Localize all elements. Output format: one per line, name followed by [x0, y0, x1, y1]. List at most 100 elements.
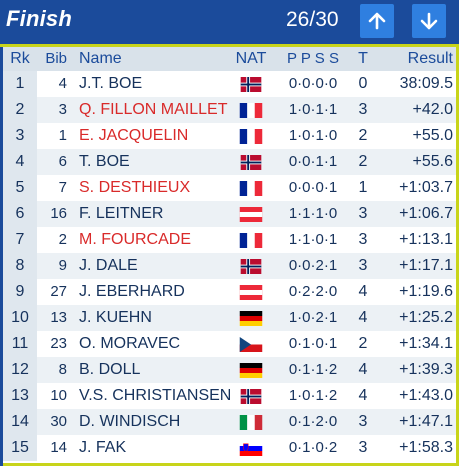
- nation-flag-icon: [233, 435, 269, 461]
- shooting-cell: 0·0·2·1: [288, 257, 338, 274]
- athlete-name-cell: S. DESTHIEUX: [79, 179, 191, 196]
- result-cell: +42.0: [412, 101, 453, 118]
- nation-flag-icon: [233, 123, 269, 149]
- nation-flag-icon: [233, 201, 269, 227]
- bib-cell: 30: [50, 413, 67, 430]
- rank-cell: 5: [3, 175, 37, 201]
- nation-flag-icon: [233, 409, 269, 435]
- shooting-cell: 0·1·0·2: [288, 439, 338, 456]
- rank-cell: 1: [3, 71, 37, 97]
- penalty-total-cell: 4: [358, 309, 368, 326]
- nation-flag-icon: [233, 71, 269, 97]
- scroll-up-button[interactable]: [360, 4, 394, 38]
- result-cell: +55.0: [412, 127, 453, 144]
- bib-cell: 10: [50, 387, 67, 404]
- shooting-cell: 0·1·1·2: [288, 361, 338, 378]
- nation-flag-icon: [233, 97, 269, 123]
- result-cell: +1:39.3: [399, 361, 453, 378]
- bib-cell: 14: [50, 439, 67, 456]
- bib-cell: 8: [58, 361, 67, 378]
- penalty-total-cell: 2: [358, 127, 368, 144]
- athlete-name-cell: F. LEITNER: [79, 205, 164, 222]
- athlete-name-cell: E. JACQUELIN: [79, 127, 189, 144]
- rank-cell: 14: [3, 409, 37, 435]
- col-t-header: T: [358, 50, 368, 67]
- bib-cell: 23: [50, 335, 67, 352]
- shooting-cell: 1·0·2·1: [288, 309, 338, 326]
- rank-cell: 12: [3, 357, 37, 383]
- rank-cell: 4: [3, 149, 37, 175]
- penalty-total-cell: 3: [358, 439, 368, 456]
- scroll-down-button[interactable]: [412, 4, 446, 38]
- page-counter: 26/30: [286, 8, 339, 31]
- penalty-total-cell: 1: [358, 179, 368, 196]
- result-cell: +1:03.7: [399, 179, 453, 196]
- panel-header: Finish 26/30: [0, 0, 459, 44]
- athlete-name-cell: J. KUEHN: [79, 309, 152, 326]
- athlete-name-cell: V.S. CHRISTIANSEN: [79, 387, 232, 404]
- shooting-cell: 1·1·0·1: [288, 231, 338, 248]
- result-cell: +1:19.6: [399, 283, 453, 300]
- table-row: 1 4 J.T. BOE 0·0·0·0 0 38:09.5: [3, 71, 456, 97]
- table-row: 2 3 Q. FILLON MAILLET 1·0·1·1 3 +42.0: [3, 97, 456, 123]
- col-result-header: Result: [407, 50, 453, 67]
- shooting-cell: 0·0·0·0: [288, 75, 338, 92]
- shooting-cell: 1·1·1·0: [288, 205, 338, 222]
- athlete-name-cell: B. DOLL: [79, 361, 141, 378]
- rank-cell: 9: [3, 279, 37, 305]
- penalty-total-cell: 4: [358, 387, 368, 404]
- rank-cell: 15: [3, 435, 37, 461]
- penalty-total-cell: 3: [358, 413, 368, 430]
- rank-cell: 8: [3, 253, 37, 279]
- result-cell: +1:17.1: [399, 257, 453, 274]
- shooting-cell: 1·0·1·0: [288, 127, 338, 144]
- shooting-cell: 0·2·2·0: [288, 283, 338, 300]
- rank-cell: 13: [3, 383, 37, 409]
- penalty-total-cell: 3: [358, 205, 368, 222]
- penalty-total-cell: 0: [358, 75, 368, 92]
- nation-flag-icon: [233, 149, 269, 175]
- shooting-cell: 0·1·0·1: [288, 335, 338, 352]
- penalty-total-cell: 3: [358, 231, 368, 248]
- arrow-down-icon: [420, 12, 438, 30]
- nation-flag-icon: [233, 279, 269, 305]
- result-cell: +1:47.1: [399, 413, 453, 430]
- shooting-cell: 1·0·1·1: [288, 101, 338, 118]
- arrow-up-icon: [368, 12, 386, 30]
- penalty-total-cell: 4: [358, 283, 368, 300]
- penalty-total-cell: 3: [358, 101, 368, 118]
- panel-title: Finish: [6, 6, 72, 31]
- nation-flag-icon: [233, 175, 269, 201]
- penalty-total-cell: 2: [358, 153, 368, 170]
- col-nat-header: NAT: [235, 50, 267, 67]
- table-row: 11 23 O. MORAVEC 0·1·0·1 2 +1:34.1: [3, 331, 456, 357]
- athlete-name-cell: J. EBERHARD: [79, 283, 185, 300]
- table-row: 9 27 J. EBERHARD 0·2·2·0 4 +1:19.6: [3, 279, 456, 305]
- shooting-cell: 1·0·1·2: [288, 387, 338, 404]
- table-row: 7 2 M. FOURCADE 1·1·0·1 3 +1:13.1: [3, 227, 456, 253]
- result-cell: +1:58.3: [399, 439, 453, 456]
- table-row: 3 1 E. JACQUELIN 1·0·1·0 2 +55.0: [3, 123, 456, 149]
- table-row: 6 16 F. LEITNER 1·1·1·0 3 +1:06.7: [3, 201, 456, 227]
- rank-cell: 2: [3, 97, 37, 123]
- athlete-name-cell: T. BOE: [79, 153, 130, 170]
- nation-flag-icon: [233, 383, 269, 409]
- athlete-name-cell: D. WINDISCH: [79, 413, 181, 430]
- shooting-cell: 0·0·1·1: [288, 153, 338, 170]
- result-cell: 38:09.5: [399, 75, 453, 92]
- rank-cell: 6: [3, 201, 37, 227]
- table-row: 12 8 B. DOLL 0·1·1·2 4 +1:39.3: [3, 357, 456, 383]
- athlete-name-cell: J. DALE: [79, 257, 138, 274]
- athlete-name-cell: Q. FILLON MAILLET: [79, 101, 228, 118]
- bib-cell: 7: [58, 179, 67, 196]
- table-row: 14 30 D. WINDISCH 0·1·2·0 3 +1:47.1: [3, 409, 456, 435]
- shooting-cell: 0·1·2·0: [288, 413, 338, 430]
- col-rank-header: Rk: [10, 50, 30, 67]
- col-ppss-header: P P S S: [287, 50, 339, 67]
- result-cell: +55.6: [412, 153, 453, 170]
- athlete-name-cell: O. MORAVEC: [79, 335, 181, 352]
- penalty-total-cell: 2: [358, 335, 368, 352]
- bib-cell: 13: [50, 309, 67, 326]
- penalty-total-cell: 3: [358, 257, 368, 274]
- table-row: 15 14 J. FAK 0·1·0·2 3 +1:58.3: [3, 435, 456, 461]
